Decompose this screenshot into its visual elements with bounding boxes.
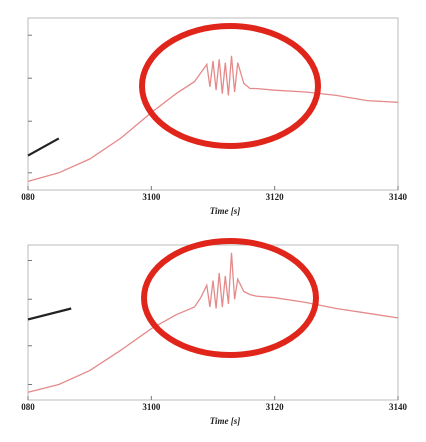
data-line — [27, 252, 399, 393]
x-tick-label: 3140 — [389, 402, 408, 412]
annotation-circle — [141, 238, 319, 358]
data-line — [27, 307, 72, 321]
plot-frame — [27, 17, 399, 191]
charts: 080 3100 3120 3140 Time [s] 080 3100 3120 3140 Ti… — [21, 17, 408, 426]
data-line — [27, 137, 60, 157]
x-tick-label: 3100 — [142, 402, 161, 412]
x-axis-label: Time [s] — [210, 206, 240, 216]
annotation-circle — [139, 23, 321, 149]
x-tick-label: 3120 — [266, 402, 285, 412]
x-tick-label: 080 — [21, 402, 35, 412]
x-tick-label: 3100 — [142, 192, 161, 202]
plot-frame — [27, 244, 399, 401]
x-tick-label: 3140 — [389, 192, 408, 202]
x-tick-label: 3120 — [266, 192, 285, 202]
x-tick-label: 080 — [21, 192, 35, 202]
x-axis-label: Time [s] — [210, 416, 240, 426]
data-line — [27, 55, 399, 183]
